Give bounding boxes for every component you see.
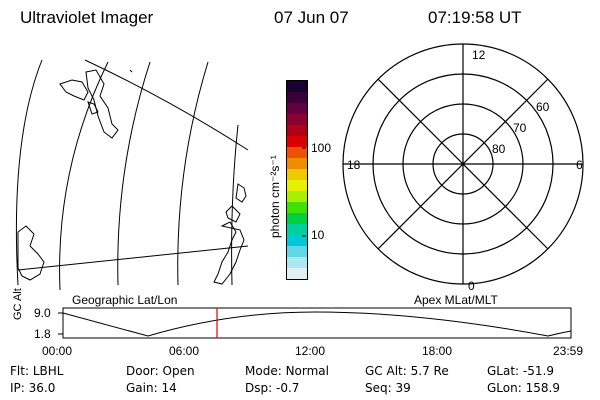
color-scale-bar: [286, 80, 308, 280]
info-dsp: Dsp: -0.7: [245, 381, 300, 395]
color-swatch: [287, 213, 307, 224]
map-grid-line: [117, 61, 151, 286]
mlat-label-80: 80: [492, 142, 506, 156]
color-swatch: [287, 158, 307, 169]
color-swatch: [287, 180, 307, 191]
color-swatch: [287, 136, 307, 147]
info-flt: Flt: LBHL: [10, 364, 64, 378]
mlt-label-right: 6: [576, 158, 583, 172]
coastline: [213, 221, 245, 285]
time-tick: 12:00: [295, 344, 326, 358]
mlt-label-left: 18: [347, 158, 361, 172]
geographic-label: Geographic Lat/Lon: [72, 293, 178, 307]
altitude-axis-label: GC Alt: [12, 288, 24, 320]
color-swatch: [287, 125, 307, 136]
map-grid-line: [84, 59, 249, 151]
time-tick: 18:00: [422, 344, 453, 358]
color-swatch: [287, 202, 307, 213]
coastline: [59, 79, 89, 101]
color-swatch: [287, 268, 307, 279]
color-swatch: [287, 191, 307, 202]
info-glat: GLat: -51.9: [487, 364, 554, 378]
info-ip: IP: 36.0: [10, 381, 56, 395]
mlt-label-bottom: 0: [468, 279, 475, 293]
map-grid-line: [177, 61, 209, 286]
info-seq: Seq: 39: [365, 381, 411, 395]
coastline: [235, 183, 247, 203]
mlt-diagonal: [377, 78, 549, 250]
map-grid-line: [15, 59, 43, 286]
map-grid-line: [17, 245, 249, 271]
apex-label: Apex MLat/MLT: [414, 293, 498, 307]
color-swatch: [287, 147, 307, 158]
app-title: Ultraviolet Imager: [20, 8, 154, 27]
color-swatch: [287, 81, 307, 92]
color-bar-tick-10: 10: [311, 228, 325, 242]
altitude-curve: [62, 311, 572, 337]
altitude-tick-1-8: 1.8: [34, 327, 51, 341]
map-grid-line: [129, 69, 133, 73]
info-glon: GLon: 158.9: [487, 381, 560, 395]
color-swatch: [287, 169, 307, 180]
mlat-label-70: 70: [513, 121, 527, 135]
info-gain: Gain: 14: [126, 381, 177, 395]
color-swatch: [287, 246, 307, 257]
observation-date: 07 Jun 07: [274, 8, 349, 27]
coastline: [85, 69, 119, 139]
time-tick: 23:59: [553, 344, 584, 358]
info-door: Door: Open: [126, 364, 195, 378]
info-mode: Mode: Normal: [245, 364, 329, 378]
color-swatch: [287, 257, 307, 268]
color-bar-tick-100: 100: [311, 141, 332, 155]
color-swatch: [287, 235, 307, 246]
coastline: [87, 101, 99, 115]
coastline: [225, 205, 241, 223]
color-swatch: [287, 92, 307, 103]
mlat-label-60: 60: [536, 100, 550, 114]
observation-time: 07:19:58 UT: [428, 8, 522, 27]
altitude-plot-frame: [62, 307, 572, 339]
color-swatch: [287, 103, 307, 114]
info-gc-alt: GC Alt: 5.7 Re: [365, 364, 449, 378]
altitude-tick-9: 9.0: [34, 306, 51, 320]
time-tick: 06:00: [169, 344, 200, 358]
time-tick: 00:00: [42, 344, 73, 358]
color-swatch: [287, 114, 307, 125]
coastline: [17, 225, 45, 281]
mlt-label-top: 12: [472, 48, 486, 62]
map-grid-line: [59, 61, 109, 291]
color-swatch: [287, 224, 307, 235]
